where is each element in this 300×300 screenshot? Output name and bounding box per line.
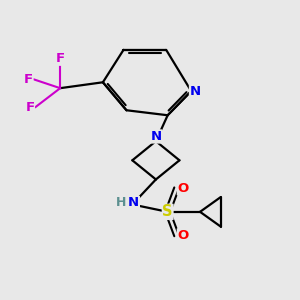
Text: F: F (25, 101, 34, 114)
Text: O: O (177, 182, 189, 195)
Text: F: F (24, 73, 33, 86)
Text: F: F (56, 52, 65, 65)
Text: N: N (150, 130, 161, 143)
Text: N: N (128, 196, 140, 209)
Text: O: O (177, 229, 189, 242)
Text: H: H (116, 196, 126, 209)
Text: S: S (162, 204, 173, 219)
Text: N: N (190, 85, 201, 98)
